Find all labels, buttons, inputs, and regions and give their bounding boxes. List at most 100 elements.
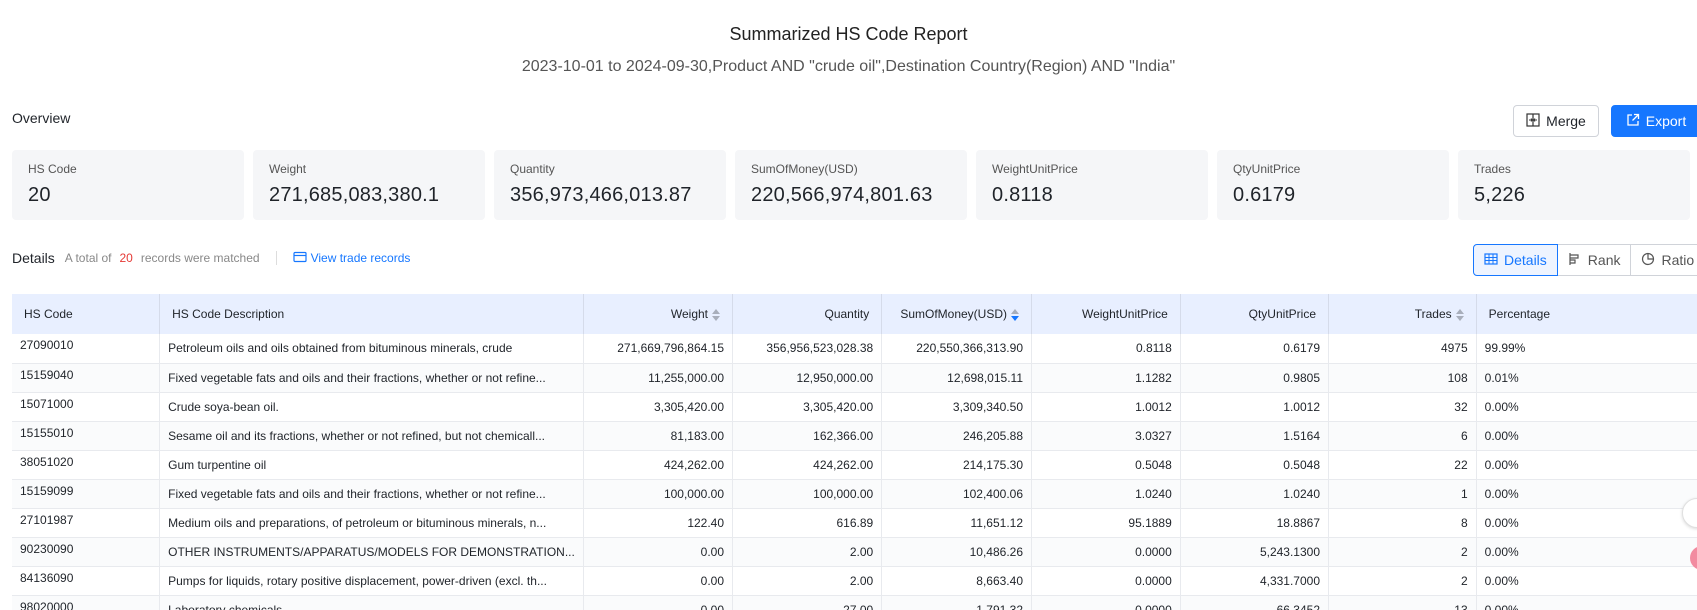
card-value: 356,973,466,013.87 [510, 184, 692, 206]
cell-quantity: 2.00 [732, 566, 883, 596]
card-value: 0.8118 [992, 184, 1053, 206]
col-label: Quantity [824, 307, 870, 321]
cell-description: Fixed vegetable fats and oils and their … [159, 479, 584, 509]
details-title: Details [12, 250, 55, 266]
cell-sum-of-money: 220,550,366,313.90 [881, 334, 1032, 364]
details-count: 20 [119, 251, 133, 265]
cell-percentage: 0.00% [1476, 595, 1697, 610]
tab-ratio[interactable]: Ratio [1630, 244, 1697, 276]
cell-percentage: 0.00% [1476, 537, 1697, 567]
cell-trades: 6 [1328, 421, 1477, 451]
cell-qty-unit-price: 0.6179 [1180, 334, 1330, 364]
cell-weight-unit-price: 95.1889 [1031, 508, 1181, 538]
cell-weight: 0.00 [583, 537, 734, 567]
sort-icon[interactable] [1455, 308, 1464, 321]
cell-hs-code: 90230090 [12, 537, 161, 567]
cell-description: OTHER INSTRUMENTS/APPARATUS/MODELS FOR D… [159, 537, 584, 567]
view-mode-tabs: Details Rank Ratio [1473, 244, 1697, 276]
cell-description: Sesame oil and its fractions, whether or… [159, 421, 584, 451]
card-hs-code: HS Code 20 [12, 150, 244, 220]
table-row[interactable]: 15155010 Sesame oil and its fractions, wh… [12, 421, 1697, 451]
cell-description: Pumps for liquids, rotary positive displ… [159, 566, 584, 596]
tab-details[interactable]: Details [1473, 244, 1558, 276]
cell-trades: 32 [1328, 392, 1477, 422]
details-header: Details A total of 20 records were match… [12, 250, 410, 266]
table-row[interactable]: 27101987 Medium oils and preparations, of… [12, 508, 1697, 538]
cell-sum-of-money: 10,486.26 [881, 537, 1032, 567]
merge-button[interactable]: Merge [1513, 105, 1599, 137]
cell-hs-code: 27090010 [12, 334, 161, 364]
col-label: WeightUnitPrice [1081, 307, 1168, 321]
view-trade-records-link[interactable]: View trade records [292, 251, 411, 266]
cell-trades: 8 [1328, 508, 1477, 538]
cell-weight-unit-price: 1.0240 [1031, 479, 1181, 509]
cell-hs-code: 98020000 [12, 595, 161, 610]
cell-qty-unit-price: 1.0240 [1180, 479, 1330, 509]
table-row[interactable]: 38051020 Gum turpentine oil 424,262.00 424,… [12, 450, 1697, 480]
cell-hs-code: 27101987 [12, 508, 161, 538]
col-label: HS Code [24, 307, 73, 321]
view-link-label: View trade records [310, 251, 411, 265]
cell-trades: 13 [1328, 595, 1477, 610]
table-icon [1484, 252, 1498, 269]
card-label: Weight [269, 162, 307, 176]
card-label: Quantity [510, 162, 555, 176]
card-sum-of-money: SumOfMoney(USD) 220,566,974,801.63 [735, 150, 967, 220]
tab-details-label: Details [1504, 252, 1547, 268]
card-value: 271,685,083,380.1 [269, 184, 440, 206]
cell-percentage: 0.00% [1476, 450, 1697, 480]
card-label: SumOfMoney(USD) [751, 162, 858, 176]
tab-rank[interactable]: Rank [1556, 244, 1632, 276]
details-suffix: records were matched [140, 251, 260, 265]
card-value: 0.6179 [1233, 184, 1296, 206]
cell-qty-unit-price: 1.0012 [1180, 392, 1330, 422]
cell-qty-unit-price: 5,243.1300 [1180, 537, 1330, 567]
cell-hs-code: 15155010 [12, 421, 161, 451]
col-weight[interactable]: Weight [583, 294, 734, 334]
cell-weight: 122.40 [583, 508, 734, 538]
col-trades[interactable]: Trades [1328, 294, 1477, 334]
col-weight-unit-price: WeightUnitPrice [1031, 294, 1181, 334]
sort-icon[interactable] [712, 308, 721, 321]
pie-icon [1641, 252, 1655, 269]
table-row[interactable]: 15159099 Fixed vegetable fats and oils an… [12, 479, 1697, 509]
card-value: 220,566,974,801.63 [751, 184, 933, 206]
table-header-row: HS Code HS Code Description Weight Quant… [12, 294, 1697, 334]
table-row[interactable]: 98020000 Laboratory chemicals 0.00 27.00 1,7… [12, 595, 1697, 610]
card-weight-unit-price: WeightUnitPrice 0.8118 [976, 150, 1208, 220]
table-row[interactable]: 84136090 Pumps for liquids, rotary positi… [12, 566, 1697, 596]
card-label: HS Code [28, 162, 77, 176]
details-prefix: A total of [64, 251, 112, 265]
floating-chat-button[interactable] [1690, 546, 1697, 570]
table-row[interactable]: 15159040 Fixed vegetable fats and oils an… [12, 363, 1697, 393]
cell-quantity: 616.89 [732, 508, 883, 538]
cell-description: Fixed vegetable fats and oils and their … [159, 363, 584, 393]
table-row[interactable]: 27090010 Petroleum oils and oils obtained… [12, 334, 1697, 364]
cell-qty-unit-price: 18.8867 [1180, 508, 1330, 538]
table-row[interactable]: 90230090 OTHER INSTRUMENTS/APPARATUS/MODE… [12, 537, 1697, 567]
card-value: 20 [28, 184, 51, 206]
cell-percentage: 0.00% [1476, 566, 1697, 596]
cell-sum-of-money: 8,663.40 [881, 566, 1032, 596]
col-hs-code: HS Code [12, 294, 161, 334]
cell-qty-unit-price: 4,331.7000 [1180, 566, 1330, 596]
cell-quantity: 424,262.00 [732, 450, 883, 480]
table-row[interactable]: 15071000 Crude soya-bean oil. 3,305,420.00… [12, 392, 1697, 422]
col-sum-of-money[interactable]: SumOfMoney(USD) [881, 294, 1032, 334]
cell-trades: 2 [1328, 566, 1477, 596]
card-quantity: Quantity 356,973,466,013.87 [494, 150, 726, 220]
sort-icon[interactable] [1011, 308, 1019, 321]
cell-sum-of-money: 11,651.12 [881, 508, 1032, 538]
cell-weight: 100,000.00 [583, 479, 734, 509]
cell-quantity: 2.00 [732, 537, 883, 567]
tab-ratio-label: Ratio [1661, 252, 1695, 268]
cell-quantity: 100,000.00 [732, 479, 883, 509]
col-label: Weight [670, 307, 709, 321]
report-subtitle: 2023-10-01 to 2024-09-30,Product AND "cr… [521, 58, 1176, 75]
report-title: Summarized HS Code Report [729, 24, 968, 44]
export-button[interactable]: Export [1611, 105, 1697, 137]
col-label: QtyUnitPrice [1248, 307, 1316, 321]
cell-weight: 3,305,420.00 [583, 392, 734, 422]
cell-sum-of-money: 246,205.88 [881, 421, 1032, 451]
cell-weight-unit-price: 0.0000 [1031, 537, 1181, 567]
